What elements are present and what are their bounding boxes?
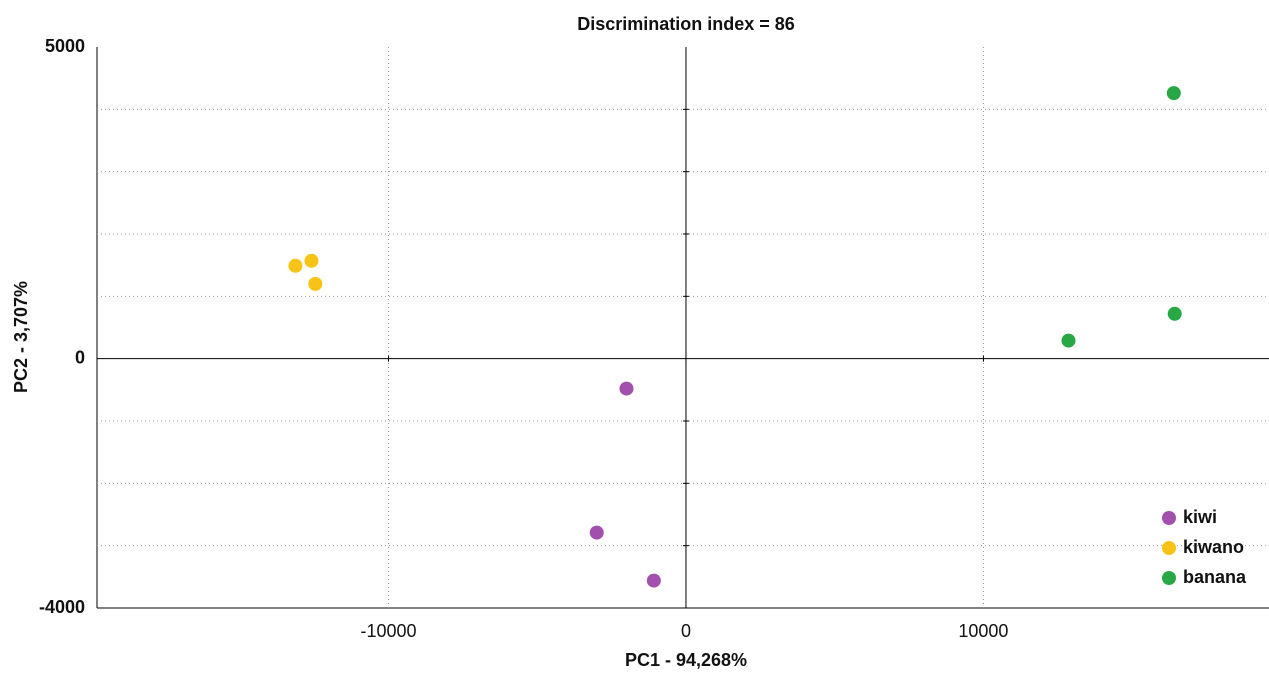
legend-label: banana: [1183, 567, 1247, 587]
legend-marker: [1162, 571, 1176, 585]
data-point: [1166, 86, 1181, 101]
legend-marker: [1162, 511, 1176, 525]
chart-title: Discrimination index = 86: [577, 14, 795, 34]
legend-label: kiwano: [1183, 537, 1244, 557]
y-axis-label: PC2 - 3,707%: [11, 281, 31, 393]
data-point: [308, 276, 323, 291]
data-point: [288, 258, 303, 273]
data-point: [1061, 333, 1076, 348]
y-tick-label: -4000: [39, 597, 85, 617]
y-tick-label: 0: [75, 347, 85, 367]
legend-marker: [1162, 541, 1176, 555]
y-tick-label: 5000: [45, 36, 85, 56]
data-point: [304, 253, 319, 268]
legend-label: kiwi: [1183, 507, 1217, 527]
data-point: [1167, 306, 1182, 321]
data-point: [619, 381, 634, 396]
x-tick-label: -10000: [360, 621, 416, 641]
x-tick-label: 10000: [958, 621, 1008, 641]
x-axis-label: PC1 - 94,268%: [625, 650, 747, 670]
data-point: [646, 573, 661, 588]
data-point: [589, 525, 604, 540]
x-tick-label: 0: [681, 621, 691, 641]
